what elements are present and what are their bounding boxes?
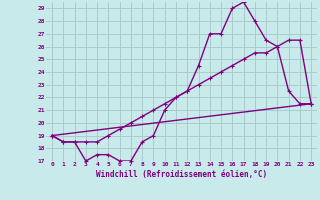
- X-axis label: Windchill (Refroidissement éolien,°C): Windchill (Refroidissement éolien,°C): [96, 170, 267, 179]
